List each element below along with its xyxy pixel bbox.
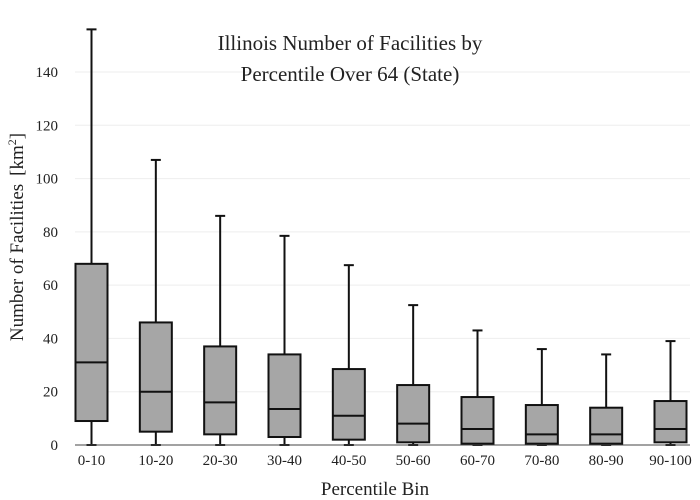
iqr-box [524, 404, 559, 445]
y-tick-label-120: 120 [36, 118, 59, 134]
iqr-box [138, 321, 173, 433]
iqr-box [203, 345, 238, 436]
box-70-80 [524, 348, 559, 446]
y-tick-label-40: 40 [43, 331, 58, 347]
x-tick-label-20-30: 20-30 [203, 453, 238, 469]
y-axis-title-unit-sup: 2 [5, 139, 19, 145]
y-axis-title: Number of Facilities [km2] [5, 133, 28, 341]
x-tick-label-50-60: 50-60 [396, 453, 431, 469]
y-tick-labels: 0 20 40 60 80 100 120 140 [36, 65, 59, 454]
x-tick-label-0-10: 0-10 [78, 453, 106, 469]
y-axis-title-unit-close: ] [7, 133, 28, 139]
x-tick-label-70-80: 70-80 [524, 453, 559, 469]
boxes [74, 28, 688, 446]
chart-title-line-2: Percentile Over 64 (State) [241, 62, 460, 86]
y-tick-label-0: 0 [51, 438, 59, 454]
x-tick-label-90-100: 90-100 [649, 453, 692, 469]
box-50-60 [396, 304, 431, 446]
y-axis-title-label: Number of Facilities [7, 184, 28, 341]
chart-title-line-1: Illinois Number of Facilities by [218, 31, 483, 55]
y-tick-label-20: 20 [43, 385, 58, 401]
iqr-box [396, 384, 431, 444]
box-10-20 [138, 158, 173, 446]
box-80-90 [589, 353, 624, 446]
y-axis-title-unit: [km [7, 145, 28, 176]
box-20-30 [203, 214, 238, 446]
y-tick-label-100: 100 [36, 172, 59, 188]
x-tick-label-80-90: 80-90 [589, 453, 624, 469]
y-tick-label-80: 80 [43, 225, 58, 241]
box-30-40 [267, 234, 302, 446]
box-60-70 [460, 329, 495, 446]
y-tick-label-140: 140 [36, 65, 59, 81]
x-tick-label-10-20: 10-20 [138, 453, 173, 469]
x-tick-labels: 0-10 10-20 20-30 30-40 40-50 50-60 60-70 70-80 8… [78, 453, 692, 469]
iqr-box [460, 396, 495, 445]
iqr-box [589, 406, 624, 445]
y-tick-label-60: 60 [43, 278, 58, 294]
box-40-50 [331, 264, 366, 446]
x-tick-label-40-50: 40-50 [331, 453, 366, 469]
box-90-100 [653, 340, 688, 446]
iqr-box [653, 400, 688, 444]
x-tick-label-60-70: 60-70 [460, 453, 495, 469]
iqr-box [331, 368, 366, 441]
grid-lines [75, 71, 690, 393]
box-0-10 [74, 28, 109, 446]
x-axis-title: Percentile Bin [321, 479, 430, 500]
x-tick-label-30-40: 30-40 [267, 453, 302, 469]
iqr-box [74, 262, 109, 423]
iqr-box [267, 353, 302, 439]
